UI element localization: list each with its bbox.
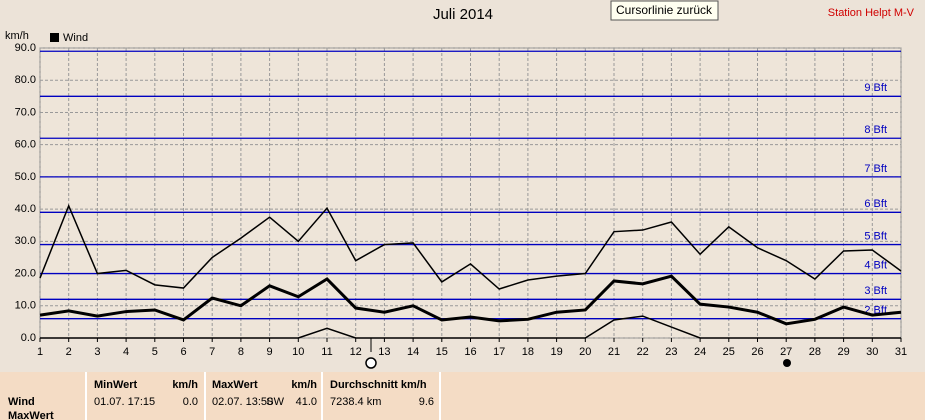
x-tick-label: 23 bbox=[665, 346, 677, 358]
x-tick-label: 24 bbox=[694, 346, 706, 358]
x-tick-label: 17 bbox=[493, 346, 505, 358]
y-tick-label: 30.0 bbox=[15, 235, 36, 247]
data-line bbox=[40, 315, 901, 339]
x-tick-label: 3 bbox=[94, 346, 100, 358]
x-tick-label: 8 bbox=[238, 346, 244, 358]
x-tick-label: 26 bbox=[751, 346, 763, 358]
x-tick-label: 10 bbox=[292, 346, 304, 358]
info-panel bbox=[0, 372, 925, 420]
x-tick-label: 18 bbox=[522, 346, 534, 358]
beaufort-label: 3 Bft bbox=[864, 285, 887, 297]
x-tick-label: 1 bbox=[37, 346, 43, 358]
col-header: MinWert bbox=[94, 379, 138, 391]
x-tick-label: 25 bbox=[723, 346, 735, 358]
beaufort-label: 9 Bft bbox=[864, 82, 887, 94]
x-tick-label: 28 bbox=[809, 346, 821, 358]
x-tick-label: 7 bbox=[209, 346, 215, 358]
y-tick-label: 90.0 bbox=[15, 42, 36, 54]
x-tick-label: 11 bbox=[321, 346, 332, 358]
x-tick-label: 13 bbox=[378, 346, 390, 358]
x-tick-label: 29 bbox=[837, 346, 849, 358]
cell: 01.07. 17:15 bbox=[94, 396, 155, 408]
x-tick-label: 31 bbox=[895, 346, 907, 358]
y-tick-label: 80.0 bbox=[15, 74, 36, 86]
cell: 0.0 bbox=[183, 396, 198, 408]
x-tick-label: 16 bbox=[464, 346, 476, 358]
cell: SW bbox=[266, 396, 284, 408]
station-name: Station Helpt M-V bbox=[828, 7, 915, 19]
y-tick-label: 70.0 bbox=[15, 106, 36, 118]
y-tick-label: 50.0 bbox=[15, 171, 36, 183]
beaufort-label: 8 Bft bbox=[864, 124, 887, 136]
chart-title: Juli 2014 bbox=[433, 6, 493, 23]
legend-label: Wind bbox=[63, 32, 88, 44]
data-line bbox=[39, 203, 902, 290]
beaufort-label: 6 Bft bbox=[864, 198, 887, 210]
x-tick-label: 21 bbox=[608, 346, 620, 358]
x-tick-label: 9 bbox=[267, 346, 273, 358]
cursor-button[interactable] bbox=[610, 0, 719, 21]
x-tick-label: 14 bbox=[407, 346, 419, 358]
y-unit: km/h bbox=[5, 30, 29, 42]
col-header: km/h bbox=[291, 379, 317, 391]
day-marker bbox=[783, 359, 791, 367]
beaufort-label: 5 Bft bbox=[864, 230, 887, 242]
y-tick-label: 10.0 bbox=[15, 300, 36, 312]
cell: 41.0 bbox=[296, 396, 317, 408]
col-header: km/h bbox=[172, 379, 198, 391]
x-tick-label: 20 bbox=[579, 346, 591, 358]
cell: 02.07. 13:50 bbox=[212, 396, 273, 408]
cursor-marker bbox=[365, 357, 377, 369]
x-tick-label: 27 bbox=[780, 346, 792, 358]
y-tick-label: 20.0 bbox=[15, 267, 36, 279]
y-tick-label: 60.0 bbox=[15, 139, 36, 151]
x-tick-label: 6 bbox=[180, 346, 186, 358]
legend-swatch bbox=[50, 33, 59, 42]
cursor-button-label[interactable]: Cursorlinie zurück bbox=[616, 3, 713, 17]
col-header: MaxWert bbox=[212, 379, 258, 391]
x-tick-label: 15 bbox=[436, 346, 448, 358]
x-tick-label: 5 bbox=[152, 346, 158, 358]
beaufort-label: 7 Bft bbox=[864, 163, 887, 175]
data-line bbox=[39, 274, 902, 326]
x-tick-label: 30 bbox=[866, 346, 878, 358]
row-label: Wind bbox=[8, 396, 35, 408]
cell: 9.6 bbox=[419, 396, 434, 408]
x-tick-label: 2 bbox=[66, 346, 72, 358]
beaufort-label: 4 Bft bbox=[864, 259, 887, 271]
x-tick-label: 22 bbox=[637, 346, 649, 358]
row-label: MaxWert bbox=[8, 410, 54, 420]
col-header: Durchschnitt km/h bbox=[330, 379, 427, 391]
y-tick-label: 0.0 bbox=[21, 332, 36, 344]
x-tick-label: 19 bbox=[550, 346, 562, 358]
y-tick-label: 40.0 bbox=[15, 203, 36, 215]
cell: 7238.4 km bbox=[330, 396, 381, 408]
x-tick-label: 12 bbox=[350, 346, 362, 358]
x-tick-label: 4 bbox=[123, 346, 129, 358]
